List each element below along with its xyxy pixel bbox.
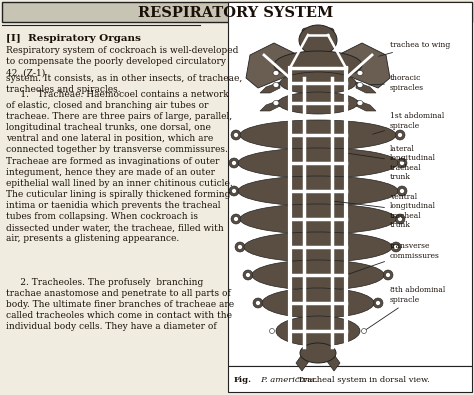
Ellipse shape	[273, 100, 279, 105]
Ellipse shape	[278, 92, 358, 114]
Ellipse shape	[373, 298, 383, 308]
Ellipse shape	[229, 158, 239, 168]
Ellipse shape	[240, 204, 396, 234]
FancyBboxPatch shape	[228, 366, 472, 392]
Ellipse shape	[300, 343, 336, 363]
Polygon shape	[260, 70, 280, 81]
Ellipse shape	[253, 298, 263, 308]
Ellipse shape	[273, 70, 279, 75]
Ellipse shape	[395, 214, 405, 224]
Ellipse shape	[276, 316, 360, 346]
Text: RESPIRATORY SYSTEM: RESPIRATORY SYSTEM	[138, 6, 334, 20]
Ellipse shape	[234, 132, 238, 137]
Ellipse shape	[238, 148, 398, 178]
Ellipse shape	[231, 160, 237, 166]
Text: [I]  Respiratory Organs: [I] Respiratory Organs	[6, 34, 141, 43]
Polygon shape	[338, 43, 390, 88]
Ellipse shape	[244, 232, 392, 262]
Ellipse shape	[231, 188, 237, 194]
Polygon shape	[356, 82, 376, 93]
Ellipse shape	[262, 288, 374, 318]
Ellipse shape	[240, 120, 396, 150]
Text: Respiratory system of cockroach is well-developed
to compensate the poorly devel: Respiratory system of cockroach is well-…	[6, 46, 238, 77]
Text: transverse
commissures: transverse commissures	[348, 243, 440, 274]
Text: thoracic
spiracles: thoracic spiracles	[369, 74, 424, 92]
Text: trachea to wing: trachea to wing	[379, 41, 450, 56]
FancyBboxPatch shape	[2, 2, 472, 22]
Ellipse shape	[383, 270, 393, 280]
Polygon shape	[356, 100, 376, 111]
Ellipse shape	[302, 28, 310, 34]
Text: 1.   Tracheae. Haemocoel contains a network
of elastic, closed and branching air: 1. Tracheae. Haemocoel contains a networ…	[6, 90, 233, 243]
Ellipse shape	[398, 216, 402, 222]
Text: Tracheal system in dorsal view.: Tracheal system in dorsal view.	[295, 376, 430, 384]
Ellipse shape	[234, 216, 238, 222]
Polygon shape	[296, 349, 312, 371]
Polygon shape	[356, 70, 376, 81]
FancyBboxPatch shape	[228, 2, 472, 366]
Text: 1st abdominal
spiracle: 1st abdominal spiracle	[373, 113, 444, 134]
Ellipse shape	[391, 242, 401, 252]
Ellipse shape	[299, 25, 337, 55]
Text: Fig.: Fig.	[234, 376, 252, 384]
Text: 8th abdominal
spiracle: 8th abdominal spiracle	[366, 286, 445, 329]
Polygon shape	[260, 82, 280, 93]
Ellipse shape	[375, 301, 381, 305]
Ellipse shape	[237, 245, 243, 250]
Ellipse shape	[400, 160, 404, 166]
Ellipse shape	[395, 130, 405, 140]
Ellipse shape	[231, 130, 241, 140]
Ellipse shape	[238, 176, 398, 206]
Ellipse shape	[274, 51, 362, 79]
Text: 2. Tracheoles. The profusely  branching
trachae anastomose and penetrate to all : 2. Tracheoles. The profusely branching t…	[6, 278, 234, 331]
Ellipse shape	[229, 186, 239, 196]
Ellipse shape	[397, 158, 407, 168]
Ellipse shape	[397, 186, 407, 196]
Ellipse shape	[273, 83, 279, 88]
Text: lateral
longitudinal
tracheal
trunk: lateral longitudinal tracheal trunk	[349, 145, 436, 181]
Ellipse shape	[243, 270, 253, 280]
Polygon shape	[260, 100, 280, 111]
Polygon shape	[324, 349, 340, 371]
Ellipse shape	[270, 329, 274, 333]
Ellipse shape	[280, 72, 356, 94]
Ellipse shape	[357, 83, 363, 88]
Ellipse shape	[231, 214, 241, 224]
Ellipse shape	[252, 260, 384, 290]
Polygon shape	[246, 43, 298, 88]
Ellipse shape	[326, 28, 334, 34]
Text: P. americana.: P. americana.	[248, 376, 318, 384]
Ellipse shape	[235, 242, 245, 252]
Ellipse shape	[385, 273, 391, 278]
Text: ventral
longitudinal
tracheal
trunk: ventral longitudinal tracheal trunk	[335, 193, 436, 229]
Ellipse shape	[400, 188, 404, 194]
Ellipse shape	[357, 100, 363, 105]
Text: system. It consists, as in other insects, of tracheae,
tracheoles and spiracles.: system. It consists, as in other insects…	[6, 74, 242, 94]
Ellipse shape	[398, 132, 402, 137]
Ellipse shape	[246, 273, 250, 278]
Ellipse shape	[362, 329, 366, 333]
Ellipse shape	[357, 70, 363, 75]
Ellipse shape	[393, 245, 399, 250]
Ellipse shape	[255, 301, 261, 305]
